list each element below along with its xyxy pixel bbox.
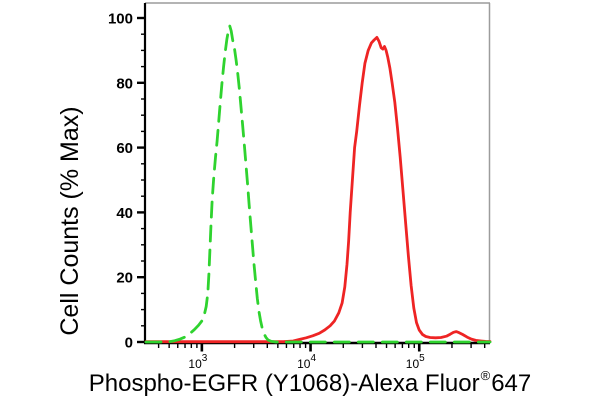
x-axis-title-end: 647 — [491, 370, 532, 397]
green-dashed-histogram-curve — [144, 24, 492, 344]
x-axis-title: Phospho-EGFR (Y1068)-Alexa Fluor®647 — [15, 368, 605, 398]
y-tick-label: 60 — [116, 140, 133, 157]
x-tick-label: 103 — [188, 353, 207, 371]
x-axis-title-main: Phospho-EGFR (Y1068)-Alexa Fluor — [88, 370, 480, 397]
red-solid-histogram-curve — [144, 36, 492, 344]
x-tick-label: 105 — [406, 353, 425, 371]
y-axis-title: Cell Counts (% Max) — [56, 106, 84, 336]
y-tick-label: 80 — [116, 75, 133, 92]
y-tick-label: 40 — [116, 205, 133, 222]
y-tick-label: 100 — [108, 11, 133, 28]
y-tick-label: 20 — [116, 270, 133, 287]
y-tick-label: 0 — [125, 335, 133, 352]
registered-trademark-symbol: ® — [480, 368, 491, 383]
x-tick-label: 104 — [297, 353, 316, 371]
